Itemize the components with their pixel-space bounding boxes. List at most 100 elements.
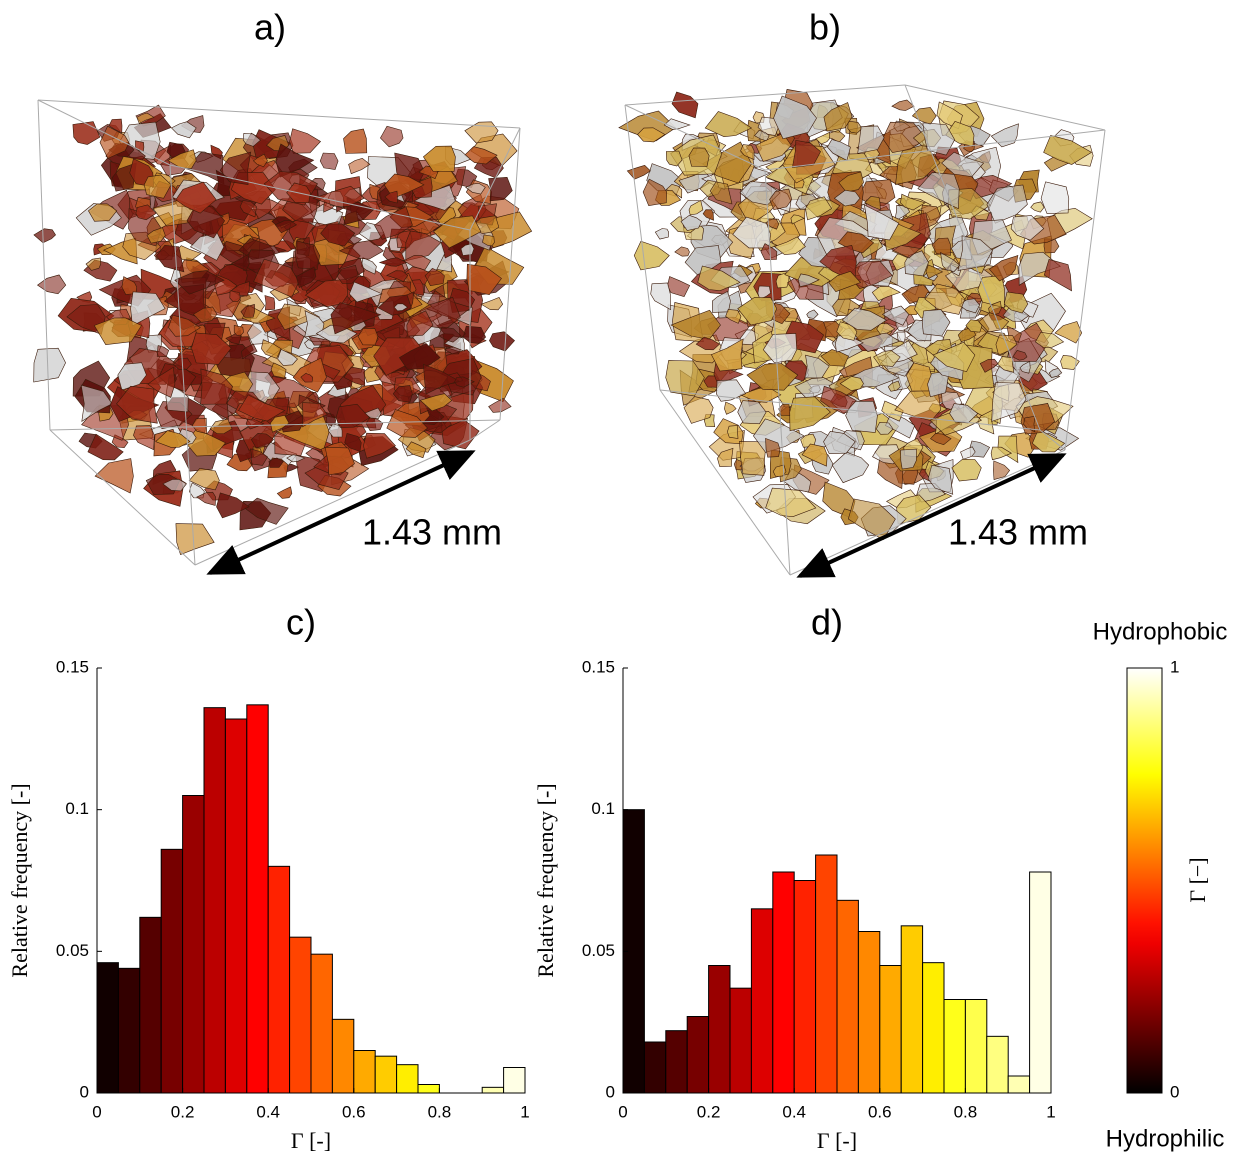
rendering-blob [876,323,896,335]
chart-title: d) [811,602,843,643]
cube-edge [37,99,51,431]
rendering-blob [393,303,409,312]
bar [1007,1075,1031,1094]
rendering-blob [191,417,208,435]
rendering-blob [794,377,841,400]
y-axis-label: Relative frequency [-] [7,783,32,977]
rendering-blob [792,139,821,168]
rendering-blob [765,437,781,458]
bar [729,987,752,1094]
rendering-blob [155,430,191,448]
rendering-blob [1010,215,1045,241]
rendering-blob [147,366,176,398]
rendering-blob [790,214,805,225]
x-tick-label: 1 [520,1102,529,1121]
rendering-blob [424,268,445,287]
rendering-blob [845,401,878,433]
y-tick-label: 0.05 [582,941,615,960]
colorbar-tick-label: 1 [1170,657,1179,676]
rendering-blob [857,125,885,154]
rendering-blob [650,282,671,311]
rendering-blob [338,240,385,260]
rendering-blob [1032,428,1066,453]
rendering-blob [252,153,268,168]
rendering-blob [960,446,976,460]
panel-label: a) [254,7,286,48]
rendering-blob [385,270,409,283]
bar [879,965,902,1094]
bar [964,999,988,1094]
bar [353,1050,376,1094]
cube-edge [469,127,521,231]
rendering-blob [156,345,170,358]
rendering-blob [864,204,900,241]
rendering-blob [820,385,857,415]
rendering-blob [674,246,690,257]
y-tick-label: 0.15 [56,657,89,676]
rendering-a [33,99,533,566]
rendering-blob [891,99,915,111]
rendering-blob [146,227,166,244]
rendering-blob [875,421,894,435]
rendering-blob [697,265,741,292]
rendering-blob [167,149,197,169]
rendering-blob [1030,201,1045,213]
bar [665,1030,688,1094]
rendering-blob [94,458,134,494]
bar [203,707,226,1094]
rendering-b [618,84,1106,576]
rendering-blob [881,400,904,422]
rendering-blob [462,325,486,344]
rendering-blob [740,144,755,160]
bar [139,916,162,1094]
rendering-blob [762,333,798,364]
rendering-blob [828,271,862,293]
rendering-blob [711,290,731,313]
rendering-blob [186,205,225,239]
cube-edge [904,84,1041,431]
rendering-blob [264,295,276,311]
rendering-blob [464,121,499,144]
rendering-blob [80,384,113,423]
scale-label: 1.43 mm [948,512,1088,553]
rendering-blob [841,307,888,331]
rendering-blob [917,172,960,210]
rendering-blob [238,394,286,422]
rendering-blob [413,184,456,211]
rendering-blob [270,362,287,379]
rendering-blob [746,363,799,391]
rendering-blob [769,188,793,211]
rendering-blob [392,385,413,403]
cube-edge [624,104,766,171]
cube-edge [624,84,906,106]
x-axis-label: Γ [-] [291,1128,331,1153]
rendering-blob [804,354,830,379]
rendering-blob [239,200,257,218]
y-tick-label: 0 [80,1082,89,1101]
rendering-blob [275,143,315,178]
rendering-blob [33,347,66,383]
cube-edge [169,164,196,566]
cube-edge [659,389,1041,431]
bar [182,795,205,1094]
x-tick-label: 0.6 [342,1102,366,1121]
bar [750,908,774,1094]
rendering-blob [988,255,1019,282]
rendering-blob [839,376,864,392]
cube-edge [169,164,471,231]
rendering-blob [294,240,321,270]
colorbar [1126,667,1163,1094]
rendering-blob [704,111,753,138]
bar [708,965,731,1094]
rendering-blob [320,223,356,247]
x-tick-label: 0 [92,1102,101,1121]
rendering-blob [986,184,1028,224]
rendering-blob [997,356,1015,373]
bar [267,865,291,1094]
rendering-blob [374,206,413,240]
rendering-blob [702,209,714,221]
rendering-blob [637,127,666,143]
rendering-blob [253,258,300,298]
rendering-blob [815,131,831,145]
